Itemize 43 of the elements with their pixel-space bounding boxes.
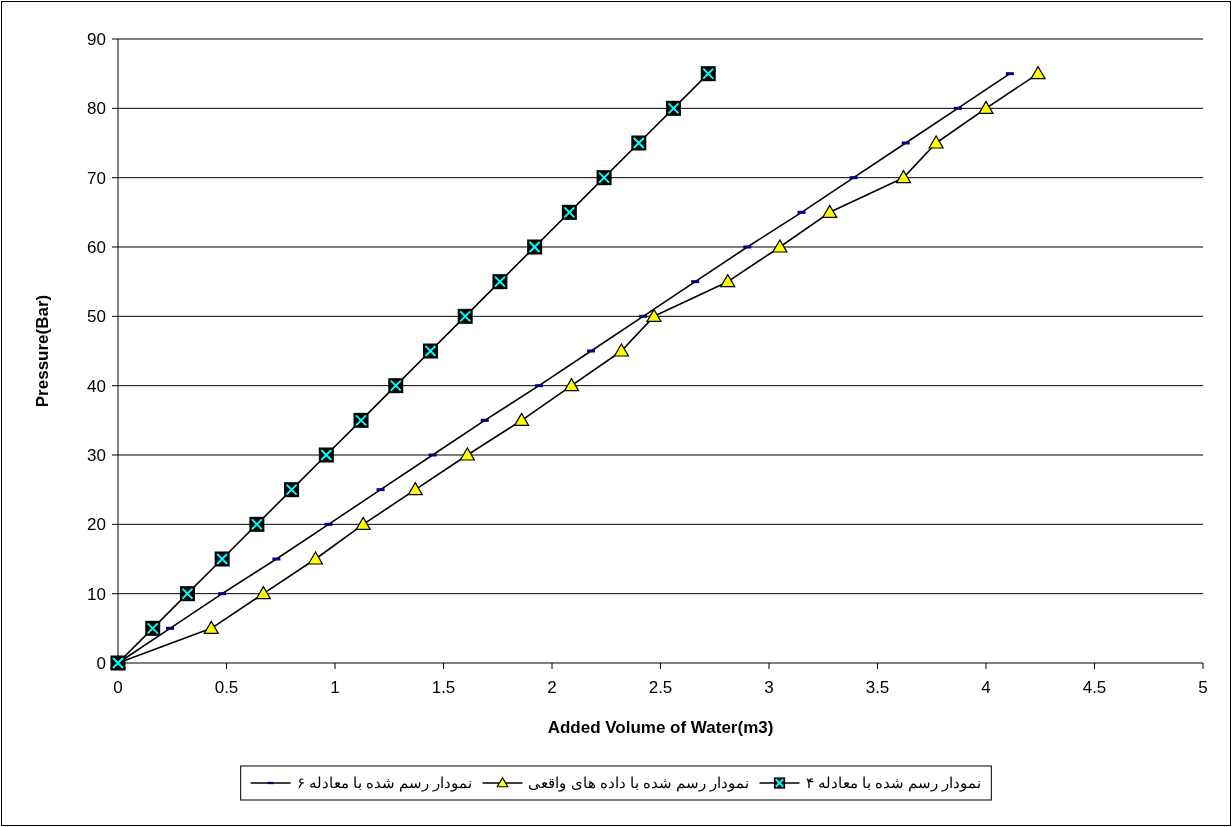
point (563, 378, 580, 392)
y-tick-label: 20 (87, 515, 106, 535)
x-tick-label: 2 (547, 678, 557, 697)
y-tick-label: 50 (87, 307, 106, 327)
point (772, 239, 788, 253)
point (613, 343, 630, 357)
legend-label: نمودار رسم شده با معادله ۴ (805, 774, 982, 792)
point (307, 551, 324, 565)
point (720, 274, 736, 288)
x-axis-title: Added Volume of Water(m3) (547, 718, 774, 737)
y-tick-label: 30 (87, 446, 106, 465)
legend-label: نمودار رسم شده با داده های واقعی (528, 774, 750, 792)
x-tick-label: 4 (981, 678, 991, 697)
point (978, 100, 994, 114)
x-tick-label: 4.5 (1082, 678, 1107, 697)
y-tick-label: 70 (87, 168, 106, 188)
y-tick-label: 40 (87, 376, 106, 396)
point (646, 308, 662, 322)
point (355, 516, 371, 530)
point (822, 204, 838, 218)
point (407, 482, 423, 496)
point (928, 135, 944, 149)
x-tick-label: 2.5 (648, 678, 673, 697)
x-tick-label: 3.5 (865, 678, 890, 697)
x-tick-label: 0 (113, 678, 123, 697)
y-tick-label: 10 (87, 584, 106, 604)
x-tick-label: 0.5 (214, 678, 239, 697)
point (255, 586, 271, 600)
y-axis-title: Pressure(Bar) (33, 294, 52, 408)
legend-label: نمودار رسم شده با معادله ۶ (296, 774, 473, 792)
point (895, 170, 912, 184)
x-tick-label: 1 (330, 678, 340, 697)
y-tick-label: 90 (87, 30, 106, 49)
y-tick-label: 80 (87, 99, 106, 119)
point (514, 412, 530, 426)
y-tick-label: 0 (96, 654, 106, 673)
y-tick-label: 60 (87, 238, 106, 257)
point (1030, 66, 1046, 80)
x-tick-label: 5 (1198, 678, 1208, 697)
point (203, 620, 219, 634)
x-tick-label: 1.5 (431, 678, 456, 697)
point (459, 447, 475, 461)
x-tick-label: 3 (764, 678, 774, 697)
